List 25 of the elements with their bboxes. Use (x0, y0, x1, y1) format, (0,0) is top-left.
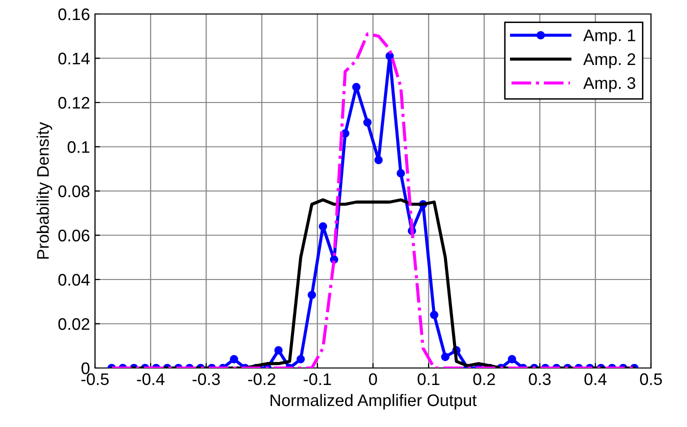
y-tick-label: 0.12 (58, 96, 90, 109)
y-tick-label: 0.08 (58, 185, 90, 198)
y-tick-label: 0.02 (58, 318, 90, 330)
y-tick-label: 0 (82, 362, 90, 374)
x-tick-label: 0.1 (418, 373, 440, 386)
x-tick-label: -0.2 (248, 373, 276, 386)
y-tick-label: 0.1 (68, 141, 90, 153)
y-axis-title: Probability Density (36, 122, 52, 259)
x-tick-label: -0.1 (304, 373, 331, 386)
x-tick-label: -0.3 (192, 373, 220, 386)
y-tick-label: 0.04 (58, 274, 90, 286)
y-tick-label: 0.06 (58, 230, 90, 242)
x-tick-label: 0.3 (528, 373, 551, 386)
legend-label: Amp. 3 (583, 77, 636, 92)
y-tick-label: 0.14 (58, 52, 90, 64)
x-tick-label: 0 (369, 373, 377, 386)
x-tick-label: 0.2 (473, 373, 495, 386)
x-axis-title: Normalized Amplifier Output (270, 394, 477, 410)
legend-label: Amp. 1 (583, 30, 636, 45)
x-tick-label: 0.5 (640, 373, 662, 386)
legend-label: Amp. 2 (583, 53, 636, 68)
x-tick-label: -0.5 (81, 373, 109, 386)
x-tick-label: 0.4 (584, 373, 606, 386)
x-tick-label: -0.4 (136, 373, 164, 386)
y-tick-label: 0.16 (58, 8, 90, 20)
